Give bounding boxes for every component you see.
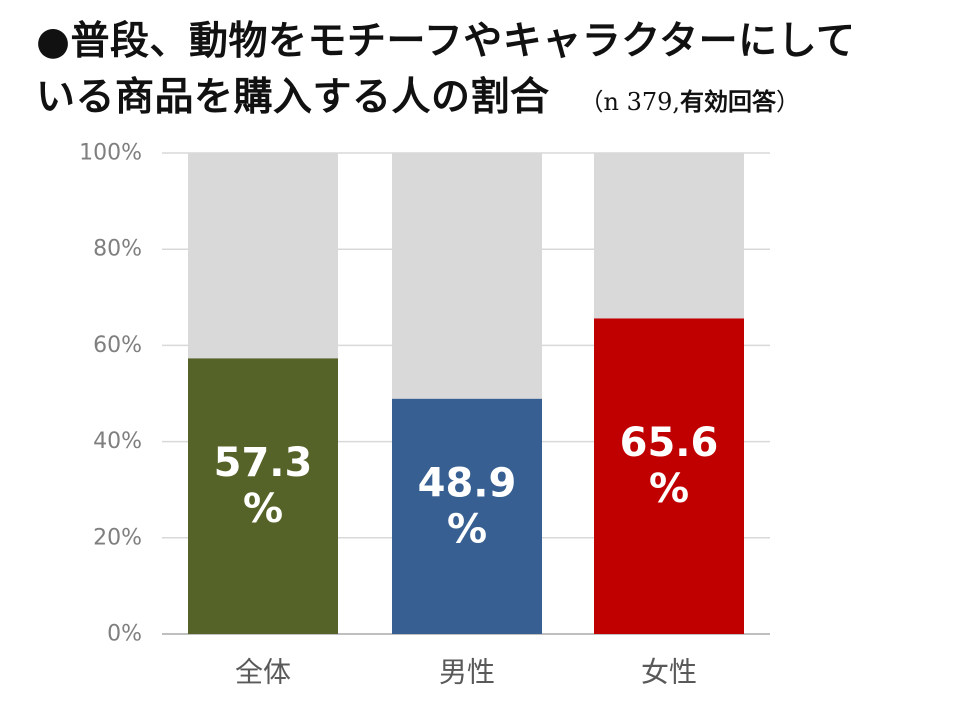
data-label: %	[447, 506, 487, 552]
bar	[188, 358, 338, 634]
bars: 57.3%48.9%65.6%	[188, 153, 744, 634]
data-label: 57.3	[214, 440, 313, 486]
sample-size-note: （n 379,有効回答）	[580, 88, 801, 116]
x-axis: 全体 男性 女性	[235, 656, 697, 689]
bar-remainder	[188, 153, 338, 359]
y-tick-label: 0%	[107, 622, 142, 647]
chart-title-line-2: いる商品を購入する人の割合 （n 379,有効回答）	[36, 70, 936, 130]
data-label: %	[243, 486, 283, 532]
x-tick-label: 女性	[641, 656, 697, 689]
data-label: %	[649, 466, 689, 512]
bar-remainder	[392, 153, 542, 399]
data-label: 48.9	[418, 460, 517, 506]
data-label: 65.6	[620, 420, 719, 466]
y-tick-label: 60%	[93, 333, 142, 358]
y-tick-label: 40%	[93, 429, 142, 454]
chart-title: ●普段、動物をモチーフやキャラクターにして いる商品を購入する人の割合 （n 37…	[36, 14, 936, 130]
y-tick-label: 100%	[79, 141, 142, 166]
x-tick-label: 男性	[439, 656, 495, 689]
sample-size-bold: 有効回答	[680, 88, 777, 116]
chart-title-main: いる商品を購入する人の割合	[36, 75, 550, 120]
x-tick-label: 全体	[235, 656, 291, 689]
bar-remainder	[594, 153, 744, 319]
y-tick-label: 20%	[93, 525, 142, 550]
bar	[594, 318, 744, 634]
y-axis: 0% 20% 40% 60% 80% 100%	[79, 141, 142, 647]
chart-title-line-1: ●普段、動物をモチーフやキャラクターにして	[36, 19, 856, 64]
bar	[392, 398, 542, 634]
sample-size-prefix: （n 379,	[579, 88, 681, 116]
y-tick-label: 80%	[93, 237, 142, 262]
sample-size-suffix: ）	[776, 88, 801, 116]
